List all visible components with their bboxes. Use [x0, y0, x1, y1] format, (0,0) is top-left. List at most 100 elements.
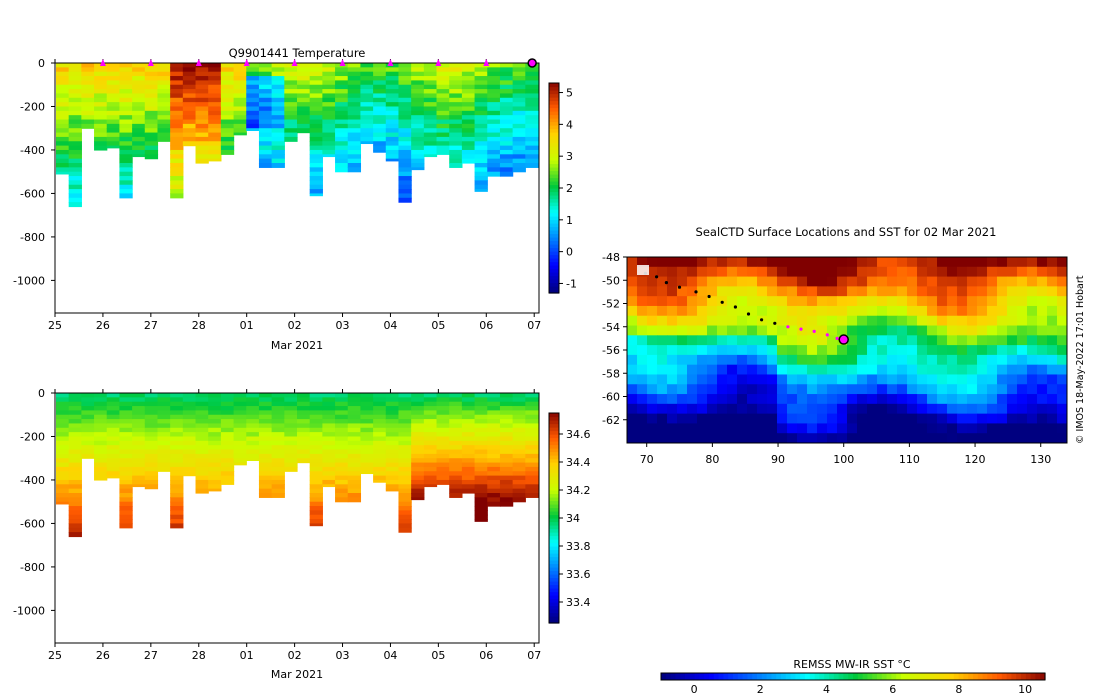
sst-cell: [717, 305, 728, 317]
section-cell: [170, 506, 184, 511]
section-cell: [398, 406, 412, 411]
section-cell: [347, 419, 362, 425]
colorbar-segment: [549, 93, 559, 98]
section-cell: [271, 71, 285, 77]
sst-cell: [637, 315, 648, 327]
section-cell: [449, 419, 463, 425]
sst-cell: [947, 257, 958, 268]
section-cell: [309, 436, 323, 442]
section-cell: [499, 493, 514, 498]
section-cell: [195, 76, 209, 81]
section-cell: [487, 479, 501, 485]
section-cell: [182, 406, 197, 411]
section-cell: [474, 171, 488, 177]
section-cell: [233, 406, 247, 411]
sst-cell: [877, 296, 888, 307]
section-cell: [297, 445, 311, 451]
sst-cell: [767, 433, 778, 444]
sst-cell: [987, 266, 998, 278]
section-cell: [258, 493, 273, 498]
section-cell: [373, 397, 387, 403]
section-cell: [132, 458, 146, 464]
section-cell: [398, 427, 412, 433]
section-cell: [246, 119, 260, 125]
sst-cell: [1017, 384, 1028, 395]
sst-cell: [657, 394, 668, 405]
colorbar-segment: [728, 673, 734, 680]
colorbar-segment: [857, 673, 864, 680]
section-cell: [322, 458, 336, 464]
sst-cell: [777, 305, 788, 317]
sst-cell: [727, 413, 738, 424]
sst-cell: [907, 364, 918, 375]
section-cell: [309, 453, 323, 459]
section-cell: [436, 449, 450, 455]
sst-cell: [777, 335, 788, 346]
section-cell: [233, 445, 247, 451]
section-cell: [499, 436, 514, 442]
section-cell: [335, 449, 349, 455]
sst-cell: [1027, 403, 1038, 415]
section-cell: [499, 479, 514, 485]
section-cell: [449, 123, 463, 129]
colorbar-segment: [675, 673, 681, 680]
sst-cell: [1007, 315, 1018, 327]
section-cell: [411, 445, 425, 451]
sst-cell: [667, 374, 678, 385]
sst-cell: [787, 296, 798, 307]
section-cell: [436, 149, 450, 155]
section-cell: [94, 466, 108, 472]
colorbar-tick-label: 4: [566, 118, 573, 131]
profile-marker: [243, 59, 250, 66]
section-cell: [309, 414, 323, 420]
section-cell: [94, 449, 108, 455]
colorbar-segment: [549, 135, 559, 140]
section-cell: [423, 110, 438, 116]
section-cell: [68, 80, 82, 86]
section-cell: [525, 462, 539, 468]
section-cell: [284, 97, 298, 103]
sst-cell: [857, 266, 868, 278]
section-cell: [373, 67, 387, 73]
sst-cell: [877, 423, 888, 434]
section-cell: [170, 93, 184, 99]
section-cell: [106, 106, 121, 112]
section-cell: [499, 440, 514, 446]
section-cell: [373, 89, 387, 95]
section-cell: [322, 71, 336, 77]
section-cell: [499, 458, 514, 464]
section-cell: [373, 410, 387, 416]
section-cell: [208, 419, 222, 425]
sst-cell: [877, 433, 888, 444]
section-cell: [94, 471, 108, 477]
colorbar-segment: [824, 673, 830, 680]
x-tick-label: 02: [288, 319, 302, 332]
sst-cell: [857, 325, 868, 336]
section-cell: [208, 458, 222, 464]
section-cell: [258, 163, 273, 168]
section-cell: [56, 67, 70, 73]
sst-cell: [827, 413, 838, 424]
section-cell: [170, 145, 184, 151]
section-cell: [94, 462, 108, 468]
sst-cell: [717, 384, 728, 395]
section-cell: [360, 84, 374, 90]
sst-cell: [717, 394, 728, 405]
sst-cell: [877, 394, 888, 405]
section-cell: [56, 497, 70, 503]
sst-cell: [907, 345, 918, 356]
colorbar-segment: [987, 673, 993, 680]
section-cell: [68, 93, 82, 99]
sst-cell: [967, 364, 978, 375]
sst-cell: [1037, 413, 1048, 424]
colorbar-tick-label: 2: [566, 182, 573, 195]
section-cell: [335, 119, 349, 125]
section-cell: [385, 449, 400, 455]
section-cell: [220, 97, 235, 103]
section-cell: [56, 427, 70, 433]
section-cell: [322, 479, 336, 485]
section-cell: [182, 393, 197, 398]
section-cell: [208, 406, 222, 411]
section-cell: [284, 462, 298, 468]
sst-cell: [887, 345, 898, 356]
